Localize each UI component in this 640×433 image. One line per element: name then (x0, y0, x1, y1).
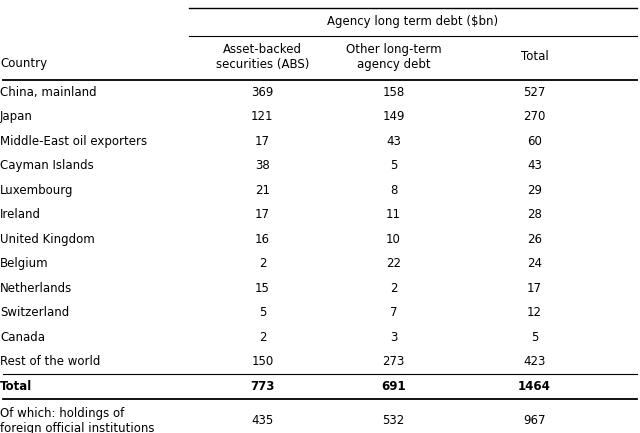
Text: 150: 150 (252, 355, 273, 368)
Text: 24: 24 (527, 257, 542, 270)
Text: 60: 60 (527, 135, 542, 148)
Text: 38: 38 (255, 159, 270, 172)
Text: 12: 12 (527, 306, 542, 319)
Text: 273: 273 (383, 355, 404, 368)
Text: 369: 369 (252, 86, 273, 99)
Text: 43: 43 (386, 135, 401, 148)
Text: 149: 149 (382, 110, 405, 123)
Text: Belgium: Belgium (0, 257, 49, 270)
Text: 527: 527 (524, 86, 545, 99)
Text: Ireland: Ireland (0, 208, 41, 221)
Text: 7: 7 (390, 306, 397, 319)
Text: 16: 16 (255, 233, 270, 246)
Text: 5: 5 (390, 159, 397, 172)
Text: Switzerland: Switzerland (0, 306, 69, 319)
Text: Canada: Canada (0, 331, 45, 344)
Text: Japan: Japan (0, 110, 33, 123)
Text: 26: 26 (527, 233, 542, 246)
Text: 5: 5 (259, 306, 266, 319)
Text: Total: Total (520, 51, 548, 64)
Text: 967: 967 (523, 414, 546, 427)
Text: Of which: holdings of
foreign official institutions: Of which: holdings of foreign official i… (0, 407, 154, 433)
Text: Luxembourg: Luxembourg (0, 184, 74, 197)
Text: 8: 8 (390, 184, 397, 197)
Text: 28: 28 (527, 208, 542, 221)
Text: 21: 21 (255, 184, 270, 197)
Text: 29: 29 (527, 184, 542, 197)
Text: 17: 17 (255, 208, 270, 221)
Text: 2: 2 (259, 257, 266, 270)
Text: Total: Total (0, 380, 32, 393)
Text: Netherlands: Netherlands (0, 282, 72, 295)
Text: 1464: 1464 (518, 380, 551, 393)
Text: United Kingdom: United Kingdom (0, 233, 95, 246)
Text: 10: 10 (386, 233, 401, 246)
Text: 22: 22 (386, 257, 401, 270)
Text: 423: 423 (524, 355, 545, 368)
Text: Middle-East oil exporters: Middle-East oil exporters (0, 135, 147, 148)
Text: 11: 11 (386, 208, 401, 221)
Text: 2: 2 (390, 282, 397, 295)
Text: 773: 773 (250, 380, 275, 393)
Text: 2: 2 (259, 331, 266, 344)
Text: Asset-backed
securities (ABS): Asset-backed securities (ABS) (216, 43, 309, 71)
Text: Other long-term
agency debt: Other long-term agency debt (346, 43, 442, 71)
Text: Cayman Islands: Cayman Islands (0, 159, 93, 172)
Text: China, mainland: China, mainland (0, 86, 97, 99)
Text: Country: Country (0, 56, 47, 70)
Text: 43: 43 (527, 159, 542, 172)
Text: 158: 158 (383, 86, 404, 99)
Text: 435: 435 (252, 414, 273, 427)
Text: 5: 5 (531, 331, 538, 344)
Text: Agency long term debt ($bn): Agency long term debt ($bn) (327, 16, 499, 29)
Text: 17: 17 (255, 135, 270, 148)
Text: 121: 121 (251, 110, 274, 123)
Text: 3: 3 (390, 331, 397, 344)
Text: 270: 270 (524, 110, 545, 123)
Text: 17: 17 (527, 282, 542, 295)
Text: Rest of the world: Rest of the world (0, 355, 100, 368)
Text: 532: 532 (383, 414, 404, 427)
Text: 691: 691 (381, 380, 406, 393)
Text: 15: 15 (255, 282, 270, 295)
